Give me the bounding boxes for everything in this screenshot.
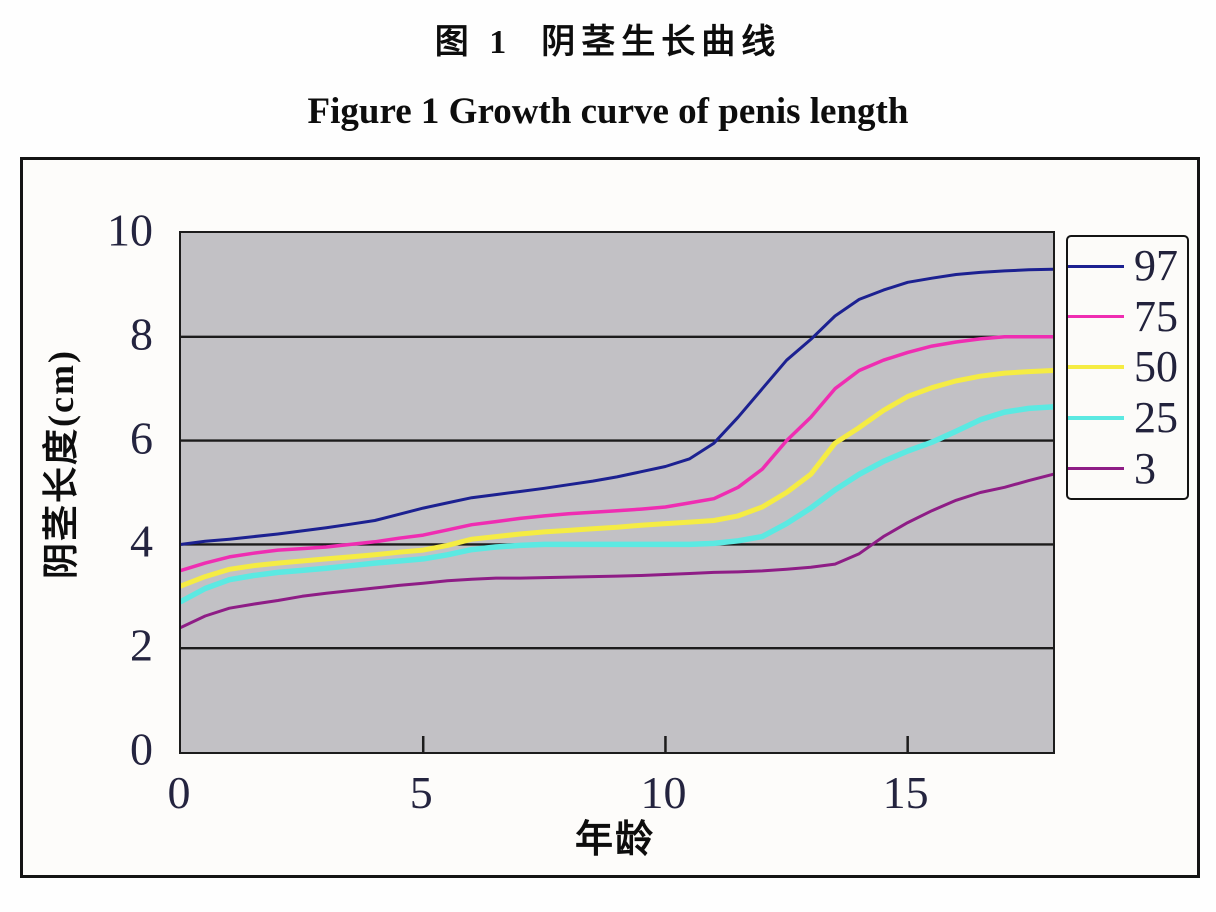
x-tick-label-0: 0	[167, 767, 191, 818]
plot-area	[179, 231, 1055, 754]
curves-canvas	[181, 267, 1053, 752]
curve-p50-percentile	[181, 368, 1053, 589]
legend-label: 97	[1134, 241, 1178, 291]
y-tick-label-0: 0	[130, 723, 153, 775]
legend-item-25: 25	[1068, 394, 1187, 442]
legend-item-3: 3	[1068, 445, 1187, 493]
legend-item-97: 97	[1068, 242, 1187, 290]
y-tick-label-6: 6	[130, 412, 153, 464]
legend-label: 3	[1134, 443, 1156, 493]
legend-label: 25	[1134, 393, 1178, 443]
chart-frame: 阴茎长度(cm) 0 2 4 6 8 10 0 5 10 15 年龄 97 75 50 25 3	[20, 157, 1200, 878]
curve-p75-percentile	[181, 335, 1053, 573]
legend-label: 75	[1134, 291, 1178, 341]
curve-p3-percentile	[181, 472, 1053, 629]
figure-title-chinese: 图 1 阴茎生长曲线	[434, 24, 782, 61]
legend-line-swatch	[1068, 264, 1124, 268]
x-tick-label-15: 15	[882, 767, 929, 818]
legend-line-swatch	[1068, 315, 1124, 319]
legend-line-swatch	[1068, 365, 1124, 370]
y-tick-label-4: 4	[130, 515, 153, 567]
curve-p25-percentile	[181, 404, 1053, 605]
y-tick-label-8: 8	[130, 308, 153, 360]
x-tick-label-10: 10	[640, 767, 687, 818]
legend-line-swatch	[1068, 467, 1124, 471]
legend: 97 75 50 25 3	[1066, 235, 1189, 500]
x-tick-label-5: 5	[409, 767, 433, 818]
x-axis-title: 年龄	[574, 819, 655, 861]
figure-title-english: Figure 1 Growth curve of penis length	[307, 91, 909, 132]
legend-item-50: 50	[1068, 343, 1187, 391]
legend-line-swatch	[1068, 415, 1124, 421]
legend-item-75: 75	[1068, 293, 1187, 341]
curve-p97-percentile	[181, 267, 1053, 546]
y-tick-label-10: 10	[107, 204, 153, 256]
y-tick-label-2: 2	[130, 619, 153, 671]
legend-label: 50	[1134, 342, 1178, 392]
